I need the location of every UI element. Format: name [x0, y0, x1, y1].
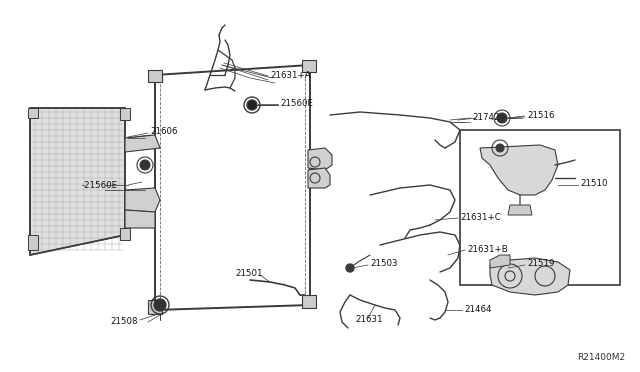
- Polygon shape: [490, 255, 510, 268]
- Text: 21464: 21464: [464, 305, 492, 314]
- Text: 21742: 21742: [472, 112, 499, 122]
- Text: 21606: 21606: [150, 128, 177, 137]
- Polygon shape: [490, 258, 570, 295]
- Text: 21501: 21501: [235, 269, 262, 279]
- Text: 21516: 21516: [527, 112, 554, 121]
- Polygon shape: [120, 228, 130, 240]
- Text: 21631+C: 21631+C: [460, 212, 500, 221]
- Polygon shape: [148, 300, 162, 314]
- Text: -21560E: -21560E: [82, 180, 118, 189]
- Polygon shape: [302, 60, 316, 72]
- Text: 21519: 21519: [527, 260, 554, 269]
- Text: 21510: 21510: [580, 179, 607, 187]
- Circle shape: [247, 100, 257, 110]
- Text: 21560E: 21560E: [280, 99, 313, 108]
- Polygon shape: [120, 108, 130, 120]
- Circle shape: [346, 264, 354, 272]
- Polygon shape: [480, 145, 558, 195]
- Polygon shape: [28, 108, 38, 118]
- Text: 21631: 21631: [355, 315, 383, 324]
- Polygon shape: [508, 205, 532, 215]
- Text: 21631+B: 21631+B: [467, 244, 508, 253]
- Polygon shape: [302, 295, 316, 308]
- Polygon shape: [125, 135, 160, 152]
- Polygon shape: [308, 168, 330, 188]
- Text: 21503: 21503: [370, 260, 397, 269]
- Circle shape: [140, 160, 150, 170]
- Text: 21508: 21508: [110, 317, 138, 327]
- Circle shape: [154, 299, 166, 311]
- Circle shape: [497, 113, 507, 123]
- Polygon shape: [308, 148, 332, 170]
- Polygon shape: [125, 188, 160, 212]
- Bar: [460, 130, 620, 285]
- Polygon shape: [28, 235, 38, 250]
- Polygon shape: [30, 108, 125, 255]
- Circle shape: [496, 144, 504, 152]
- Text: 21631+A: 21631+A: [270, 71, 310, 80]
- Text: R21400M2: R21400M2: [577, 353, 625, 362]
- Polygon shape: [148, 70, 162, 82]
- Polygon shape: [125, 210, 155, 228]
